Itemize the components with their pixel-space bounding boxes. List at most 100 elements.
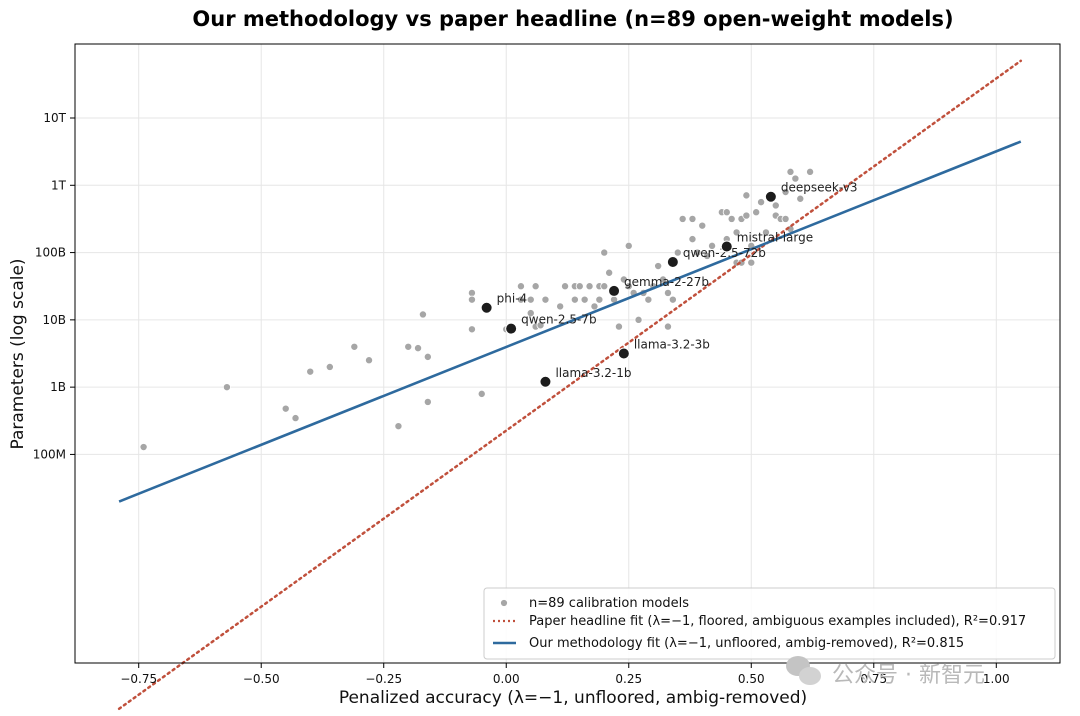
calibration-point: [678, 214, 687, 223]
x-axis-ticks: −0.75 −0.50 −0.25 0.00 0.25 0.50 0.75 1.00: [120, 663, 1010, 686]
calibration-point: [624, 241, 633, 250]
calibration-point: [619, 275, 628, 284]
calibration-point: [786, 167, 795, 176]
calibration-point: [570, 295, 579, 304]
calibration-point: [791, 174, 800, 183]
calibration-point: [703, 251, 712, 260]
calibration-point: [281, 404, 290, 413]
x-axis-label: Penalized accuracy (λ=−1, unfloored, amb…: [339, 688, 807, 708]
calibration-point: [418, 310, 427, 319]
calibration-point: [757, 198, 766, 207]
calibration-point: [526, 295, 535, 304]
watermark-text: 公众号 · 新智元: [832, 663, 985, 688]
highlighted-point: [764, 190, 777, 203]
x-tick-label: 1.00: [983, 672, 1010, 686]
calibration-point: [600, 282, 609, 291]
y-tick-label: 10B: [42, 313, 66, 327]
x-tick-label: −0.50: [243, 672, 280, 686]
calibration-point: [516, 282, 525, 291]
highlighted-point: [617, 347, 630, 360]
calibration-point: [742, 191, 751, 200]
calibration-point: [600, 248, 609, 257]
calibration-point: [654, 262, 663, 271]
highlighted-point-label: gemma-2-27b: [624, 275, 709, 289]
calibration-point: [541, 295, 550, 304]
chart-title: Our methodology vs paper headline (n=89 …: [192, 7, 953, 31]
grid: [75, 44, 1060, 663]
calibration-point: [306, 367, 315, 376]
calibration-point: [624, 282, 633, 291]
x-tick-label: 0.75: [860, 672, 887, 686]
calibration-point: [222, 383, 231, 392]
paper-headline-fit-line: [117, 59, 1023, 711]
highlighted-point: [608, 284, 621, 297]
calibration-point: [575, 282, 584, 291]
calibration-point: [605, 268, 614, 277]
calibration-point: [404, 342, 413, 351]
calibration-point: [325, 362, 334, 371]
x-tick-label: 0.00: [493, 672, 520, 686]
highlighted-point-label: llama-3.2-1b: [555, 366, 631, 380]
calibration-point: [806, 167, 815, 176]
calibration-point: [561, 282, 570, 291]
calibration-point: [291, 414, 300, 423]
calibration-point: [668, 295, 677, 304]
highlighted-point: [666, 255, 679, 268]
calibration-point: [698, 221, 707, 230]
legend: n=89 calibration models Paper headline f…: [483, 587, 1056, 660]
calibration-point: [394, 422, 403, 431]
calibration-point: [688, 235, 697, 244]
calibration-point: [595, 295, 604, 304]
calibration-point: [693, 248, 702, 257]
x-tick-label: 0.50: [738, 672, 765, 686]
y-axis-ticks: 100M 1B 10B 100B 1T 10T: [33, 111, 75, 461]
calibration-point: [781, 214, 790, 223]
calibration-point: [761, 228, 770, 237]
calibration-point: [365, 356, 374, 365]
calibration-point: [467, 295, 476, 304]
highlighted-point: [505, 322, 518, 335]
calibration-point: [414, 344, 423, 353]
calibration-point: [663, 288, 672, 297]
calibration-point: [732, 228, 741, 237]
methodology-fit-line: [118, 140, 1022, 503]
highlighted-point: [480, 301, 493, 314]
watermark: 公众号 · 新智元: [786, 656, 985, 688]
calibration-point: [526, 309, 535, 318]
highlighted-point-label: llama-3.2-3b: [634, 338, 710, 352]
calibration-point: [516, 295, 525, 304]
calibration-point: [467, 325, 476, 334]
highlighted-point: [720, 240, 733, 253]
calibration-point: [781, 188, 790, 197]
calibration-point: [423, 352, 432, 361]
legend-scatter-marker: [500, 599, 508, 607]
calibration-point: [556, 302, 565, 311]
legend-entry-methodology-fit: Our methodology fit (λ=−1, unfloored, am…: [529, 636, 964, 651]
calibration-point: [727, 214, 736, 223]
legend-entry-paper-fit: Paper headline fit (λ=−1, floored, ambig…: [529, 614, 1026, 629]
calibration-point: [771, 201, 780, 210]
highlighted-point-label: qwen-2.5-72b: [683, 246, 766, 260]
calibration-point: [423, 397, 432, 406]
calibration-point: [467, 288, 476, 297]
highlighted-point-label: qwen-2.5-7b: [521, 313, 596, 327]
calibration-point: [673, 248, 682, 257]
y-tick-label: 1B: [50, 380, 66, 394]
calibration-point: [139, 443, 148, 452]
y-tick-label: 1T: [51, 178, 67, 192]
calibration-point: [590, 302, 599, 311]
y-tick-label: 100M: [33, 447, 66, 461]
calibration-point: [752, 208, 761, 217]
calibration-point: [614, 322, 623, 331]
plot-frame: [74, 43, 1061, 664]
calibration-point: [688, 214, 697, 223]
calibration-point: [708, 241, 717, 250]
legend-entry-calibration: n=89 calibration models: [529, 596, 689, 611]
calibration-point: [663, 322, 672, 331]
highlighted-point: [539, 375, 552, 388]
highlighted-point-label: phi-4: [497, 292, 528, 306]
plot-series: [117, 59, 1023, 711]
calibration-point: [477, 389, 486, 398]
calibration-point: [536, 321, 545, 330]
